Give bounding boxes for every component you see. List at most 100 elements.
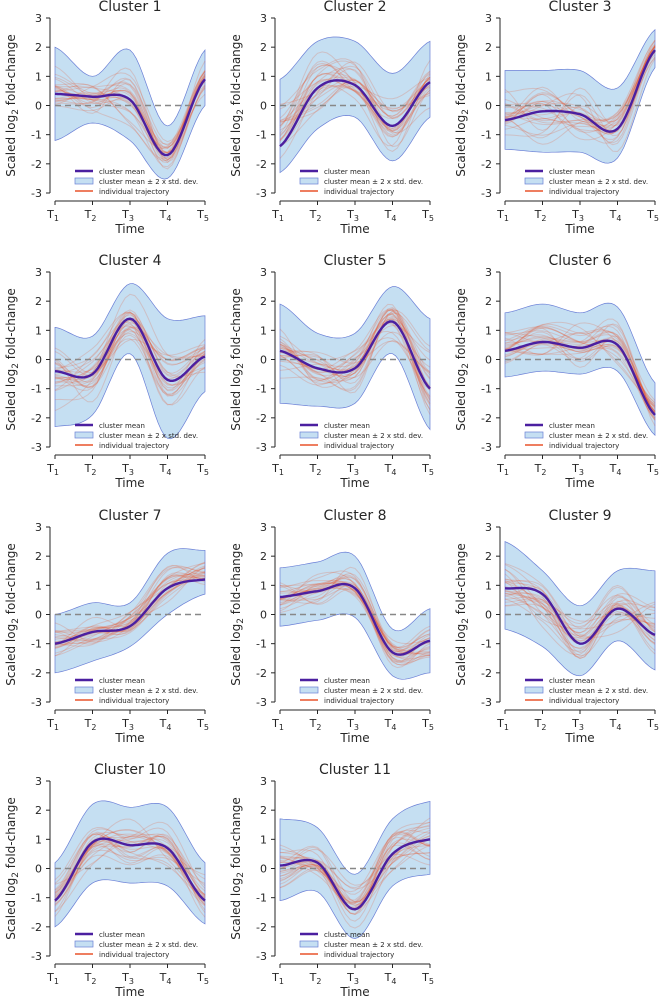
y-tick-label: 3 bbox=[35, 266, 42, 279]
trajectory-line bbox=[279, 581, 431, 651]
cluster-panel-1: Cluster 1 3 2 1 0 -1 -2 -3 T1 T2 T3 T4 T5 Time Scaled … bbox=[4, 0, 209, 236]
trajectory-line bbox=[279, 582, 431, 666]
individual-trajectories bbox=[504, 318, 656, 427]
legend-label: cluster mean ± 2 x std. dev. bbox=[99, 178, 198, 186]
trajectory-line bbox=[279, 835, 431, 904]
trajectory-line bbox=[279, 76, 431, 148]
trajectory-line bbox=[54, 72, 206, 143]
std-band bbox=[504, 302, 656, 437]
trajectory-line bbox=[279, 60, 431, 134]
legend-band-swatch bbox=[74, 940, 94, 948]
trajectory-line bbox=[279, 318, 431, 382]
trajectory-line bbox=[279, 582, 431, 662]
legend-label: cluster mean ± 2 x std. dev. bbox=[99, 941, 198, 949]
x-tick-label: T5 bbox=[196, 971, 209, 986]
trajectory-line bbox=[54, 574, 206, 632]
trajectory-line bbox=[54, 311, 206, 397]
trajectory-line bbox=[279, 85, 431, 136]
individual-trajectories bbox=[54, 561, 206, 657]
trajectory-line bbox=[54, 331, 206, 374]
y-tick-label: -2 bbox=[31, 412, 42, 425]
trajectory-line bbox=[504, 594, 656, 625]
trajectory-line bbox=[279, 837, 431, 890]
y-tick-label: 0 bbox=[260, 100, 267, 113]
y-tick-label: -2 bbox=[31, 921, 42, 934]
trajectory-line bbox=[279, 587, 431, 656]
x-tick-label: T1 bbox=[496, 462, 509, 477]
trajectory-line bbox=[504, 58, 656, 153]
trajectory-line bbox=[279, 845, 431, 903]
y-tick-label: -2 bbox=[481, 158, 492, 171]
y-tick-label: 0 bbox=[35, 354, 42, 367]
x-axis-label: Time bbox=[564, 731, 594, 745]
y-axis-label: Scaled log2 fold-change bbox=[454, 288, 471, 431]
y-tick-label: 2 bbox=[35, 41, 42, 54]
x-tick-label: T5 bbox=[646, 717, 659, 732]
trajectory-line bbox=[279, 313, 431, 386]
cluster-panel-3: Cluster 3 3 2 1 0 -1 -2 -3 T1 T2 T3 T4 T5 Time Scaled … bbox=[454, 0, 659, 236]
trajectory-line bbox=[279, 825, 431, 915]
trajectory-line bbox=[279, 580, 431, 655]
x-tick-label: T3 bbox=[121, 971, 134, 986]
legend-label: individual trajectory bbox=[324, 188, 394, 196]
x-tick-label: T4 bbox=[384, 971, 397, 986]
trajectory-line bbox=[504, 563, 656, 632]
y-tick-label: -3 bbox=[31, 187, 42, 200]
legend: cluster mean cluster mean ± 2 x std. dev.… bbox=[524, 677, 648, 705]
y-tick-label: 2 bbox=[260, 550, 267, 563]
trajectory-line bbox=[54, 73, 206, 154]
trajectory-line bbox=[504, 330, 656, 413]
trajectory-line bbox=[504, 568, 656, 650]
y-tick-label: -1 bbox=[31, 129, 42, 142]
trajectory-line bbox=[54, 572, 206, 657]
legend: cluster mean cluster mean ± 2 x std. dev.… bbox=[299, 422, 423, 450]
y-tick-label: 0 bbox=[35, 609, 42, 622]
trajectory-line bbox=[279, 572, 431, 654]
trajectory-line bbox=[504, 590, 656, 655]
y-tick-label: -3 bbox=[256, 441, 267, 454]
trajectory-line bbox=[504, 51, 656, 133]
y-tick-label: -1 bbox=[481, 638, 492, 651]
y-tick-label: 1 bbox=[485, 70, 492, 83]
trajectory-line bbox=[54, 572, 206, 640]
cluster-mean-line bbox=[504, 586, 656, 645]
panel-title: Cluster 5 bbox=[323, 253, 386, 269]
x-tick-label: T5 bbox=[646, 462, 659, 477]
y-tick-label: -2 bbox=[256, 921, 267, 934]
y-tick-label: 3 bbox=[485, 521, 492, 534]
legend-label: cluster mean ± 2 x std. dev. bbox=[99, 432, 198, 440]
legend-band-swatch bbox=[299, 940, 319, 948]
trajectory-line bbox=[279, 566, 431, 653]
y-tick-label: -3 bbox=[256, 187, 267, 200]
x-tick-label: T1 bbox=[496, 717, 509, 732]
y-tick-label: 0 bbox=[485, 354, 492, 367]
y-tick-label: 1 bbox=[35, 579, 42, 592]
y-tick-label: 2 bbox=[35, 804, 42, 817]
x-tick-label: T1 bbox=[46, 462, 59, 477]
trajectory-line bbox=[54, 69, 206, 153]
x-tick-label: T5 bbox=[421, 462, 434, 477]
trajectory-line bbox=[54, 566, 206, 643]
y-tick-label: 2 bbox=[485, 295, 492, 308]
x-tick-label: T3 bbox=[571, 462, 584, 477]
legend: cluster mean cluster mean ± 2 x std. dev.… bbox=[299, 931, 423, 959]
trajectory-line bbox=[54, 818, 206, 907]
trajectory-line bbox=[279, 64, 431, 152]
x-axis-label: Time bbox=[564, 476, 594, 490]
cluster-panel-9: Cluster 9 3 2 1 0 -1 -2 -3 T1 T2 T3 T4 T5 Time Scaled … bbox=[454, 508, 659, 745]
y-tick-label: 1 bbox=[260, 70, 267, 83]
trajectory-line bbox=[54, 567, 206, 642]
trajectory-line bbox=[504, 586, 656, 660]
cluster-panel-11: Cluster 11 3 2 1 0 -1 -2 -3 T1 T2 T3 T4 T5 Time Scaled… bbox=[229, 762, 434, 999]
y-tick-label: -3 bbox=[481, 187, 492, 200]
x-tick-label: T1 bbox=[46, 208, 59, 223]
trajectory-line bbox=[504, 56, 656, 134]
trajectory-line bbox=[279, 582, 431, 653]
trajectory-line bbox=[54, 327, 206, 387]
trajectory-line bbox=[279, 340, 431, 379]
trajectory-line bbox=[54, 574, 206, 646]
y-tick-label: -1 bbox=[256, 892, 267, 905]
y-tick-label: -3 bbox=[31, 696, 42, 709]
x-tick-label: T1 bbox=[271, 717, 284, 732]
trajectory-line bbox=[504, 332, 656, 407]
